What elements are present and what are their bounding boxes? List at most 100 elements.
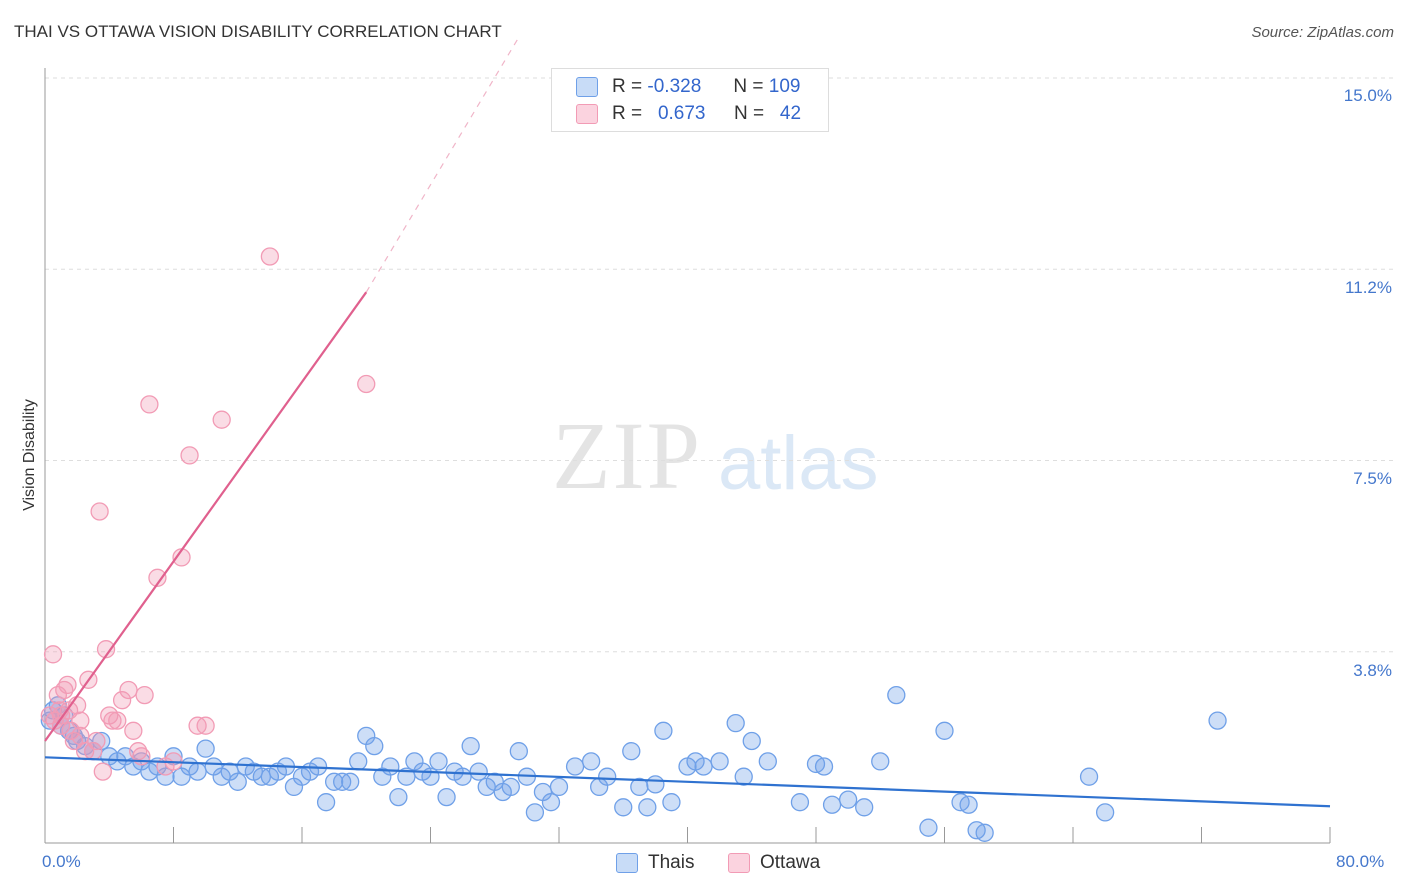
legend-r-label: R = xyxy=(612,103,643,124)
legend-label: Ottawa xyxy=(760,852,821,873)
trend-line xyxy=(44,756,1331,808)
data-point xyxy=(212,410,231,429)
x-tick-label: 0.0% xyxy=(42,852,81,871)
data-point xyxy=(148,568,167,587)
data-point xyxy=(389,787,408,807)
data-point xyxy=(196,716,215,735)
data-point xyxy=(50,701,69,720)
data-point xyxy=(871,752,890,771)
legend-row-ottawa: R = 0.673 N = 42 xyxy=(576,102,801,126)
data-point xyxy=(453,767,472,786)
legend-r-value: 0.673 xyxy=(657,103,706,124)
data-point xyxy=(71,711,90,730)
data-point xyxy=(316,793,336,812)
data-point xyxy=(742,731,761,751)
legend-swatch-blue xyxy=(576,77,598,97)
data-point xyxy=(119,680,138,700)
data-point xyxy=(349,752,368,771)
legend-n-label: N = xyxy=(733,76,764,97)
data-point xyxy=(461,736,480,756)
data-point xyxy=(525,803,545,822)
legend-r-label: R = xyxy=(612,76,643,97)
data-point xyxy=(58,675,77,695)
data-point xyxy=(64,726,84,746)
data-point xyxy=(156,767,175,786)
data-point xyxy=(622,742,641,761)
data-point xyxy=(437,787,456,807)
data-point xyxy=(710,752,729,771)
data-point xyxy=(96,640,116,659)
data-point xyxy=(646,775,665,794)
chart-source: Source: ZipAtlas.com xyxy=(1251,24,1394,41)
bottom-legend-ottawa: Ottawa xyxy=(728,852,820,874)
data-point xyxy=(228,772,247,791)
data-point xyxy=(581,752,601,771)
data-point xyxy=(726,714,745,733)
data-point xyxy=(469,762,488,781)
data-point xyxy=(196,739,215,758)
data-point xyxy=(1095,803,1115,822)
legend-n-label: N = xyxy=(733,103,765,124)
legend-swatch-blue xyxy=(616,853,638,873)
watermark-atlas: atlas xyxy=(718,421,879,506)
data-point xyxy=(565,757,585,776)
data-point xyxy=(135,685,154,705)
data-point xyxy=(381,757,400,776)
data-point xyxy=(509,742,528,761)
data-point xyxy=(188,762,207,781)
data-point xyxy=(365,736,384,756)
data-point xyxy=(919,818,938,837)
data-point xyxy=(129,742,148,761)
data-point xyxy=(838,790,858,809)
trend-line xyxy=(44,291,368,742)
data-point xyxy=(112,691,132,710)
data-point xyxy=(140,395,159,414)
data-point xyxy=(734,767,753,786)
data-point xyxy=(90,502,109,521)
data-point xyxy=(959,795,978,814)
data-point xyxy=(429,752,448,771)
y-tick-label: 11.2% xyxy=(1345,278,1392,297)
legend-n-value: 109 xyxy=(768,76,801,97)
data-point xyxy=(43,645,63,664)
data-point xyxy=(55,680,74,700)
legend-swatch-pink xyxy=(728,853,750,873)
data-point xyxy=(662,793,681,812)
data-point xyxy=(614,798,633,817)
data-point xyxy=(822,795,842,814)
legend-row-thais: R = -0.328 N = 109 xyxy=(576,75,800,99)
legend-n-value: 42 xyxy=(779,103,802,124)
data-point xyxy=(260,247,280,266)
x-tick-label: 80.0% xyxy=(1336,852,1385,871)
data-point xyxy=(180,446,199,465)
data-point xyxy=(124,721,143,740)
data-point xyxy=(758,752,777,771)
data-point xyxy=(357,374,376,394)
data-point xyxy=(1079,767,1099,786)
y-tick-label: 3.8% xyxy=(1353,661,1392,680)
data-point xyxy=(501,777,520,797)
trend-line-extension xyxy=(365,36,520,293)
legend-label: Thais xyxy=(648,852,695,873)
data-point xyxy=(638,798,657,817)
data-point xyxy=(694,757,713,776)
y-tick-label: 7.5% xyxy=(1353,469,1392,488)
data-point xyxy=(103,711,122,730)
data-point xyxy=(549,777,569,797)
data-point xyxy=(790,793,810,812)
watermark-zip: ZIP xyxy=(552,402,702,509)
data-point xyxy=(887,685,906,705)
data-point xyxy=(935,721,954,740)
data-point xyxy=(87,731,106,751)
legend-r-value: -0.328 xyxy=(647,76,702,97)
legend-swatch-pink xyxy=(576,104,598,124)
data-point xyxy=(598,767,617,786)
data-point xyxy=(341,772,360,791)
data-point xyxy=(975,823,994,842)
data-point xyxy=(654,721,673,740)
data-point xyxy=(814,757,834,776)
data-point xyxy=(93,762,112,781)
y-tick-label: 15.0% xyxy=(1343,86,1392,105)
data-point xyxy=(108,711,127,730)
